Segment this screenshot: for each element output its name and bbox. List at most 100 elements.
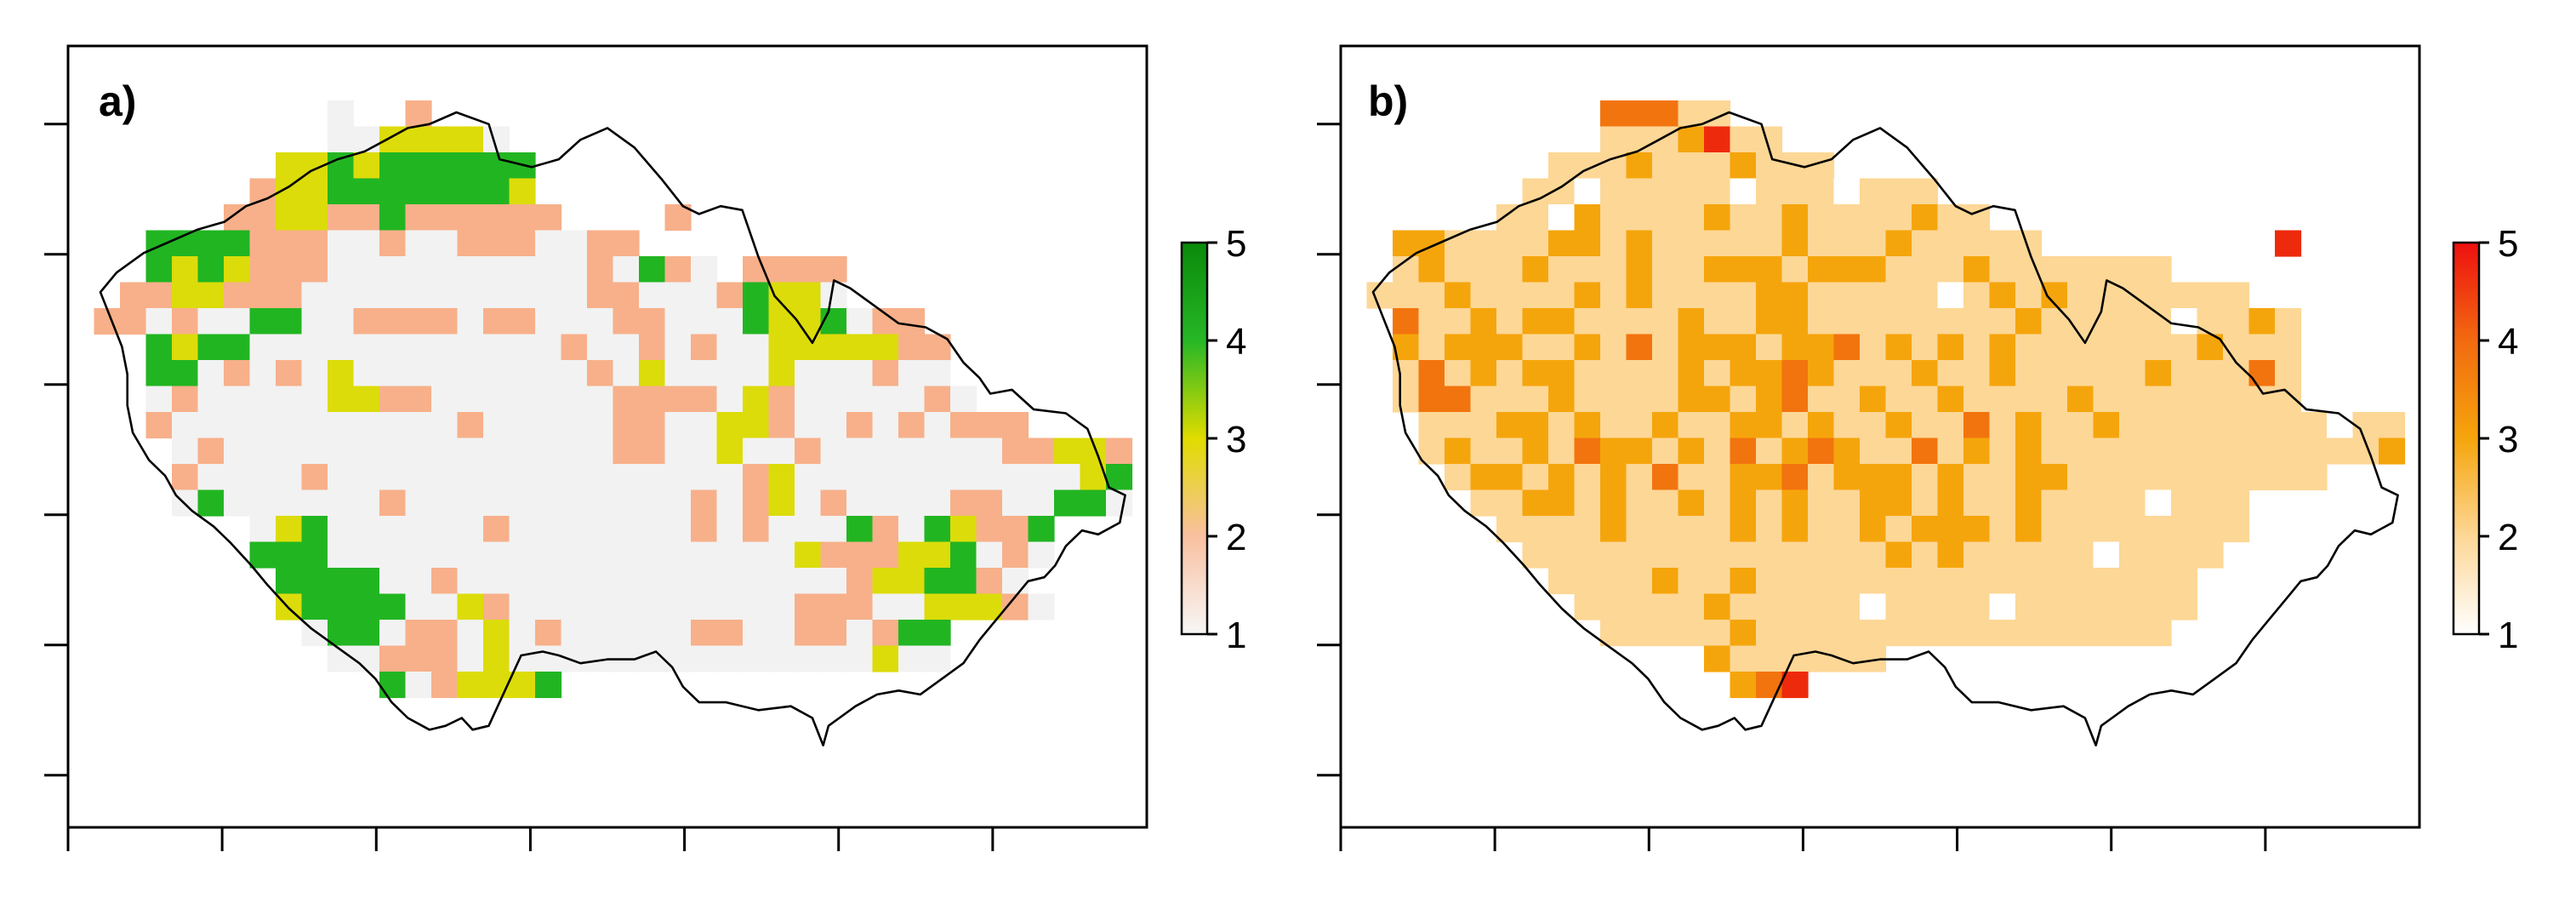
heatmap-cell	[2067, 334, 2094, 361]
heatmap-cell	[535, 334, 562, 361]
heatmap-cell	[431, 308, 459, 335]
heatmap-cell	[2093, 308, 2120, 335]
heatmap-cell	[898, 568, 926, 595]
heatmap-cell	[587, 489, 614, 517]
heatmap-cell	[509, 516, 536, 543]
heatmap-cell	[1756, 204, 1783, 232]
heatmap-cell	[1626, 152, 1653, 180]
heatmap-cell	[1756, 489, 1783, 517]
heatmap-cell	[587, 334, 614, 361]
heatmap-cell	[328, 386, 355, 413]
heatmap-cell	[249, 334, 276, 361]
heatmap-cell	[613, 282, 640, 309]
heatmap-cell	[1781, 516, 1809, 543]
heatmap-cell	[1678, 593, 1705, 621]
heatmap-cell	[249, 412, 276, 439]
heatmap-cell	[1937, 282, 1964, 309]
heatmap-cell	[379, 672, 407, 699]
heatmap-cell	[1652, 568, 1679, 595]
heatmap-cell	[1756, 308, 1783, 335]
heatmap-cell	[1833, 282, 1861, 309]
heatmap-cell	[1470, 464, 1497, 491]
heatmap-cell	[561, 334, 588, 361]
heatmap-cell	[379, 620, 407, 647]
heatmap-cell	[1912, 282, 1939, 309]
heatmap-cell	[613, 541, 640, 569]
heatmap-cell	[1496, 516, 1524, 543]
heatmap-cell	[224, 282, 251, 309]
heatmap-cell	[1833, 178, 1861, 205]
heatmap-cell	[457, 178, 484, 205]
heatmap-cell	[1678, 541, 1705, 569]
heatmap-cell	[1937, 568, 1964, 595]
heatmap-cell	[898, 412, 926, 439]
heatmap-cell	[2067, 386, 2094, 413]
heatmap-cell	[639, 620, 666, 647]
heatmap-cell	[483, 489, 510, 517]
heatmap-cell	[1626, 568, 1653, 595]
heatmap-cell	[1808, 308, 1835, 335]
heatmap-cell	[664, 386, 692, 413]
heatmap-cell	[1730, 438, 1757, 465]
heatmap-cell	[1730, 126, 1757, 153]
heatmap-cell	[1574, 204, 1601, 232]
heatmap-cell	[483, 308, 510, 335]
heatmap-cell	[2015, 593, 2043, 621]
heatmap-cell	[276, 204, 303, 232]
heatmap-cell	[457, 386, 484, 413]
heatmap-cell	[1781, 412, 1809, 439]
heatmap-cell	[328, 230, 355, 257]
heatmap-cell	[2015, 256, 2043, 283]
heatmap-cell	[691, 541, 718, 569]
heatmap-cell	[820, 412, 847, 439]
heatmap-cell	[249, 204, 276, 232]
heatmap-cell	[1808, 516, 1835, 543]
heatmap-cell	[1002, 412, 1029, 439]
heatmap-cell	[509, 308, 536, 335]
heatmap-cell	[2015, 620, 2043, 647]
heatmap-cell	[1600, 334, 1627, 361]
heatmap-cell	[353, 568, 380, 595]
heatmap-cell	[2041, 593, 2068, 621]
heatmap-cell	[1833, 593, 1861, 621]
heatmap-cell	[1080, 489, 1107, 517]
heatmap-cell	[1937, 438, 1964, 465]
heatmap-cell	[145, 308, 173, 335]
heatmap-cell	[613, 334, 640, 361]
heatmap-cell	[1418, 386, 1445, 413]
heatmap-cell	[1833, 620, 1861, 647]
heatmap-cell	[483, 516, 510, 543]
heatmap-cell	[509, 593, 536, 621]
heatmap-cell	[1781, 438, 1809, 465]
heatmap-cell	[301, 568, 328, 595]
heatmap-cell	[2171, 438, 2198, 465]
heatmap-cell	[197, 489, 225, 517]
heatmap-cell	[457, 152, 484, 180]
heatmap-cell	[1522, 438, 1549, 465]
heatmap-cell	[2067, 516, 2094, 543]
country-border-b	[1371, 111, 2399, 746]
heatmap-cell	[1678, 282, 1705, 309]
heatmap-cell	[691, 308, 718, 335]
heatmap-cell	[1652, 386, 1679, 413]
heatmap-cell	[249, 516, 276, 543]
heatmap-cell	[795, 620, 822, 647]
heatmap-cell	[1989, 256, 2016, 283]
heatmap-cell	[2119, 438, 2146, 465]
heatmap-cell	[561, 438, 588, 465]
heatmap-cell	[2015, 308, 2043, 335]
heatmap-cell	[379, 516, 407, 543]
heatmap-cell	[1496, 282, 1524, 309]
heatmap-cell	[431, 204, 459, 232]
heatmap-cell	[301, 489, 328, 517]
heatmap-cell	[950, 464, 977, 491]
heatmap-cell	[2041, 620, 2068, 647]
heatmap-cell	[1781, 334, 1809, 361]
heatmap-cell	[1808, 489, 1835, 517]
heatmap-cell	[1054, 464, 1081, 491]
heatmap-cell	[613, 386, 640, 413]
heatmap-cell	[1600, 438, 1627, 465]
heatmap-cell	[1678, 438, 1705, 465]
heatmap-cell	[1652, 412, 1679, 439]
heatmap-cell	[457, 126, 484, 153]
